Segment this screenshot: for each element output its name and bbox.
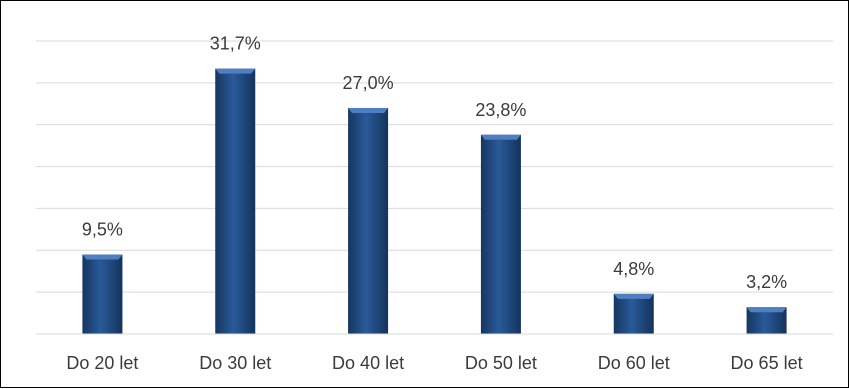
x-tick-label: Do 65 let (731, 353, 803, 373)
data-label: 27,0% (343, 73, 394, 93)
data-label: 9,5% (82, 219, 123, 239)
x-tick-label: Do 50 let (465, 353, 537, 373)
data-label: 23,8% (475, 100, 526, 120)
bar (82, 254, 123, 334)
bar-bevel (613, 293, 654, 299)
x-tick-label: Do 60 let (598, 353, 670, 373)
bar-body (82, 254, 123, 334)
x-axis: Do 20 let Do 30 let Do 40 let Do 50 let Do 6… (36, 333, 833, 373)
bar-bevel (82, 254, 123, 260)
bar-bevel (215, 68, 256, 74)
bar (613, 293, 654, 334)
data-label: 3,2% (746, 272, 787, 292)
bars (82, 68, 787, 334)
bar-bevel (746, 307, 787, 313)
bar-body (480, 134, 521, 334)
x-tick-label: Do 20 let (66, 353, 138, 373)
data-label: 31,7% (210, 34, 261, 54)
gridlines (36, 40, 833, 293)
data-label: 4,8% (613, 259, 654, 279)
bar-bevel (348, 107, 389, 113)
bar-body (215, 68, 256, 334)
bar (480, 134, 521, 334)
bar (215, 68, 256, 334)
bar (348, 107, 389, 334)
x-tick-label: Do 30 let (199, 353, 271, 373)
x-tick-label: Do 40 let (332, 353, 404, 373)
bar-body (348, 107, 389, 334)
data-labels: 9,5% 31,7% 27,0% 23,8% 4,8% 3,2% (82, 34, 787, 293)
bar-bevel (480, 134, 521, 140)
bar (746, 307, 787, 334)
bar-body (613, 293, 654, 334)
